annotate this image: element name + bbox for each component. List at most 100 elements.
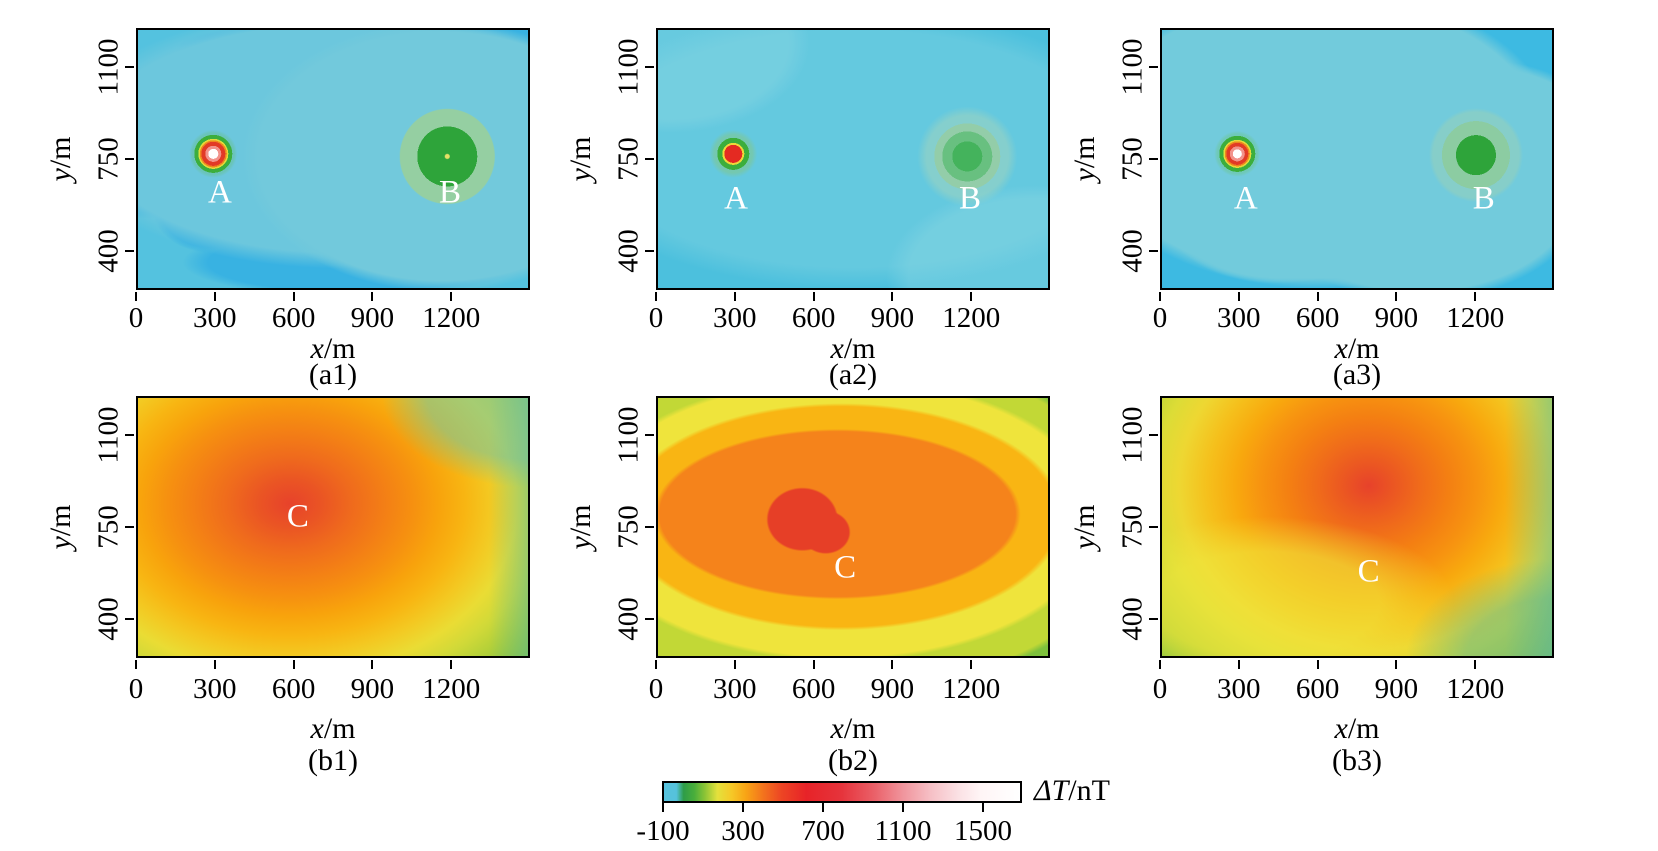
x-axis-tick <box>1159 660 1161 669</box>
x-axis-unit: /m <box>1347 712 1380 745</box>
x-tick-label: 1200 <box>422 302 481 334</box>
x-axis-tick <box>812 660 815 669</box>
y-tick-label: 400 <box>92 228 125 273</box>
x-tick-label: 0 <box>128 673 144 705</box>
colorbar-title: ΔT/nT <box>1034 774 1110 808</box>
x-axis-tick <box>1237 660 1240 669</box>
x-tick-label: 1200 <box>422 673 481 705</box>
y-axis-tick <box>1149 249 1158 252</box>
x-axis-tick <box>135 660 137 669</box>
y-tick-label: 400 <box>612 596 645 641</box>
y-axis-tick <box>645 66 654 69</box>
x-tick-label: 0 <box>648 302 664 334</box>
heatmap-b1: C <box>136 396 530 658</box>
x-axis-unit: /m <box>843 712 876 745</box>
anomaly-label-c: C <box>286 498 309 535</box>
x-axis-unit: /m <box>843 332 876 365</box>
x-axis-tick <box>891 660 894 669</box>
x-tick-label: 600 <box>791 673 836 705</box>
y-axis-tick <box>1149 526 1158 528</box>
x-axis-tick <box>1395 660 1398 669</box>
x-axis-tick <box>970 660 973 669</box>
y-axis-tick <box>645 158 654 160</box>
x-axis-title: x/m <box>311 332 356 366</box>
panel-caption: (a2) <box>828 358 878 391</box>
y-axis-tick <box>645 434 654 437</box>
y-tick-label: 400 <box>92 596 125 641</box>
x-tick-label: 600 <box>271 673 316 705</box>
panel-a2: A B 0 300 600 900 1200 1100 750 400 x/m … <box>564 28 1050 391</box>
x-axis-tick <box>733 292 736 301</box>
y-tick-label: 750 <box>92 137 125 181</box>
x-tick-label: 300 <box>193 673 237 705</box>
colorbar-unit: /nT <box>1068 774 1110 808</box>
x-axis-title: x/m <box>1335 332 1380 366</box>
x-tick-label: 900 <box>870 673 915 705</box>
x-tick-label: 600 <box>1295 673 1340 705</box>
x-axis-tick <box>1316 292 1319 301</box>
y-tick-label: 1100 <box>612 38 645 96</box>
y-axis-title: y/m <box>44 505 78 550</box>
colorbar-tick <box>902 803 904 812</box>
y-axis-unit: /m <box>1068 136 1101 169</box>
x-tick-label: 0 <box>648 673 664 705</box>
x-axis-tick <box>450 660 453 669</box>
y-axis-title: y/m <box>44 137 78 182</box>
x-axis-tick <box>1237 292 1240 301</box>
x-tick-label: 900 <box>870 302 915 334</box>
panel-b3: C 0 300 600 900 1200 1100 750 400 x/m y/… <box>1068 396 1554 777</box>
x-tick-label: 0 <box>128 302 144 334</box>
colorbar: -100 300 700 1100 1500 ΔT/nT <box>636 774 1110 847</box>
x-tick-label: 600 <box>271 302 316 334</box>
y-axis-variable: y <box>44 168 77 182</box>
y-axis-tick <box>125 617 134 620</box>
x-tick-label: 900 <box>350 302 395 334</box>
y-axis-tick <box>125 434 134 437</box>
x-axis-tick <box>450 292 453 301</box>
y-axis-tick <box>125 526 134 528</box>
y-axis-tick <box>1149 434 1158 437</box>
x-axis-tick <box>1474 660 1477 669</box>
y-axis-tick <box>125 158 134 160</box>
y-axis-title: y/m <box>1068 137 1102 182</box>
y-axis-variable: y <box>1068 536 1101 550</box>
y-axis-tick <box>125 66 134 69</box>
colorbar-tick-label: -100 <box>636 815 690 847</box>
x-tick-label: 900 <box>1374 302 1419 334</box>
heatmap-b2: C <box>656 396 1050 658</box>
x-axis-tick <box>1474 292 1477 301</box>
anomaly-label-c: C <box>1357 553 1380 590</box>
x-axis-tick <box>655 292 657 301</box>
colorbar-tick-label: 300 <box>721 815 765 847</box>
y-tick-label: 750 <box>92 505 125 549</box>
anomaly-label-a: A <box>1233 180 1258 217</box>
x-axis-variable: x <box>1334 712 1348 745</box>
x-tick-label: 900 <box>350 673 395 705</box>
y-axis-tick <box>1149 158 1158 160</box>
y-axis-tick <box>125 249 134 252</box>
x-axis-title: x/m <box>831 332 876 366</box>
y-axis-tick <box>645 617 654 620</box>
y-tick-label: 750 <box>612 505 645 549</box>
x-axis-tick <box>213 292 216 301</box>
y-axis-title: y/m <box>564 137 598 182</box>
y-tick-label: 1100 <box>92 38 125 96</box>
panel-b2: C 0 300 600 900 1200 1100 750 400 x/m y/… <box>564 396 1050 777</box>
x-axis-title: x/m <box>1335 712 1380 746</box>
x-axis-tick <box>371 660 374 669</box>
colorbar-tick <box>822 803 824 812</box>
x-tick-label: 300 <box>713 302 757 334</box>
anomaly-label-a: A <box>724 180 748 217</box>
colorbar-variable: ΔT <box>1034 774 1069 808</box>
x-tick-label: 1200 <box>942 302 1001 334</box>
heatmap-a2: A B <box>656 28 1050 290</box>
x-axis-tick <box>292 292 295 301</box>
panel-caption: (a3) <box>1332 358 1382 391</box>
x-axis-variable: x <box>830 332 844 365</box>
y-axis-variable: y <box>564 168 597 182</box>
y-axis-tick <box>1149 617 1158 620</box>
x-axis-tick <box>891 292 894 301</box>
colorbar-tick-label: 700 <box>801 815 845 847</box>
colorbar-gradient <box>662 781 1022 803</box>
panel-a1: A B 0 300 600 900 1200 1100 750 400 x/m … <box>44 28 530 391</box>
